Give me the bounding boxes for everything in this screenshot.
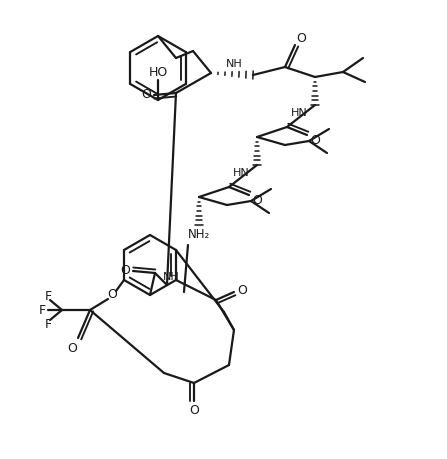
Text: O: O <box>310 134 320 146</box>
Text: O: O <box>107 289 117 302</box>
Text: O: O <box>141 89 151 101</box>
Text: O: O <box>189 403 199 416</box>
Text: HN: HN <box>291 108 308 118</box>
Text: NH₂: NH₂ <box>188 229 210 241</box>
Text: O: O <box>67 341 77 354</box>
Text: F: F <box>44 290 51 302</box>
Text: NH: NH <box>163 272 179 282</box>
Text: O: O <box>120 264 130 278</box>
Text: F: F <box>44 318 51 330</box>
Text: O: O <box>252 194 262 207</box>
Text: O: O <box>296 32 306 45</box>
Text: F: F <box>38 303 46 317</box>
Text: HN: HN <box>232 168 249 178</box>
Text: NH: NH <box>226 59 242 69</box>
Text: HO: HO <box>148 66 168 78</box>
Text: O: O <box>237 284 247 297</box>
